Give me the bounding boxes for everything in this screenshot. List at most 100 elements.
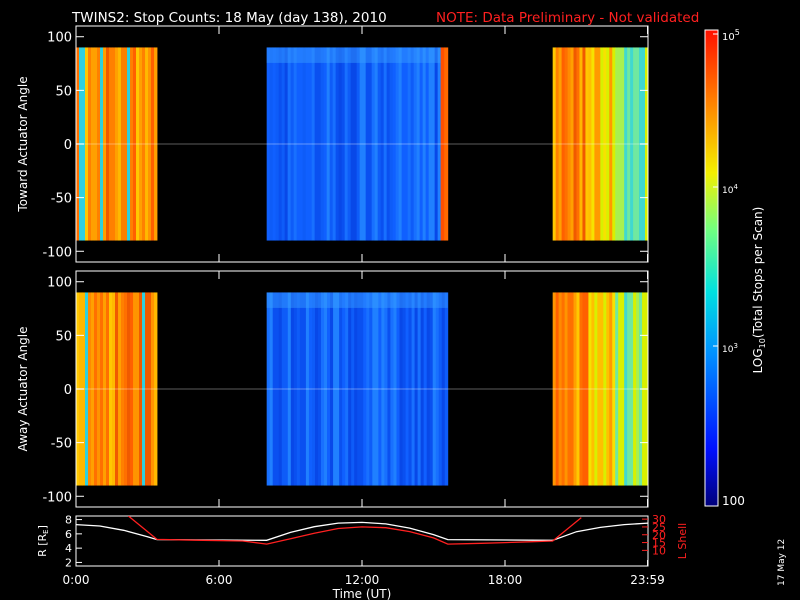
- heatmap-column: [133, 47, 137, 241]
- y-tick-label: 100: [47, 31, 72, 46]
- heatmap-column: [636, 292, 640, 486]
- heatmap-column: [630, 47, 634, 241]
- heatmap-column: [336, 292, 340, 486]
- heatmap-column: [423, 292, 428, 486]
- heatmap-column: [417, 292, 422, 486]
- heatmap-column: [392, 47, 397, 241]
- y-tick-label: -50: [51, 437, 72, 452]
- heatmap-column: [618, 292, 622, 486]
- heatmap-column: [555, 47, 560, 241]
- heatmap-column: [151, 47, 155, 241]
- heatmap-column: [329, 47, 334, 241]
- heatmap-column: [576, 292, 580, 486]
- heatmap-column: [552, 47, 557, 241]
- heatmap-column: [402, 292, 406, 486]
- heatmap-column: [414, 292, 419, 486]
- heatmap-column: [97, 47, 101, 241]
- away-heatmap: [76, 292, 648, 486]
- heatmap-column: [396, 292, 400, 486]
- radius-tick-label: 8: [65, 514, 72, 527]
- heatmap-column: [377, 47, 382, 241]
- heatmap-column: [296, 47, 301, 241]
- l-shell-tick-label: 20: [652, 529, 666, 542]
- heatmap-column: [91, 292, 95, 486]
- away-actuator-panel: 100 50 0 -50 -100 Away Actuator Angle: [16, 270, 649, 508]
- heatmap-column: [281, 47, 286, 241]
- heatmap-column: [585, 47, 589, 241]
- colorbar-label: LOG10(Total Stops per Scan): [751, 207, 767, 374]
- heatmap-column: [407, 47, 412, 241]
- heatmap-column: [341, 47, 346, 241]
- colorbar-min-label: 100: [722, 494, 745, 508]
- heatmap-column: [440, 47, 445, 241]
- heatmap-column: [588, 292, 592, 486]
- heatmap-column: [395, 47, 400, 241]
- heatmap-column: [365, 47, 370, 241]
- heatmap-column: [389, 47, 394, 241]
- radius-tick-label: 6: [65, 528, 72, 541]
- heatmap-column: [85, 292, 89, 486]
- y-tick-label: 0: [64, 138, 72, 153]
- preliminary-note: NOTE: Data Preliminary - Not validated: [436, 10, 699, 26]
- svg-text:104: 104: [722, 183, 738, 196]
- heatmap-column: [561, 292, 565, 486]
- heatmap-column: [428, 47, 433, 241]
- y-tick-label: 50: [55, 329, 72, 344]
- heatmap-column: [588, 47, 592, 241]
- heatmap-column: [552, 292, 557, 486]
- heatmap-column: [269, 47, 274, 241]
- time-tick-label: 0:00: [63, 573, 90, 587]
- heatmap-column: [366, 292, 370, 486]
- heatmap-column: [362, 47, 367, 241]
- heatmap-column: [591, 47, 595, 241]
- heatmap-column: [401, 47, 406, 241]
- heatmap-column: [130, 292, 134, 486]
- heatmap-column: [374, 47, 379, 241]
- heatmap-column: [405, 292, 409, 486]
- heatmap-column: [100, 292, 104, 486]
- heatmap-column: [103, 47, 107, 241]
- heatmap-column: [444, 292, 449, 486]
- heatmap-column: [576, 47, 580, 241]
- heatmap-column: [278, 292, 283, 486]
- heatmap-column: [148, 47, 152, 241]
- heatmap-column: [287, 292, 292, 486]
- heatmap-column: [326, 47, 331, 241]
- heatmap-column: [332, 47, 337, 241]
- heatmap-column: [383, 47, 388, 241]
- y-tick-label: 100: [47, 276, 72, 291]
- heatmap-column: [91, 47, 95, 241]
- heatmap-column: [621, 47, 625, 241]
- heatmap-column: [139, 47, 143, 241]
- heatmap-column: [621, 292, 625, 486]
- heatmap-column: [426, 292, 431, 486]
- heatmap-column: [287, 47, 292, 241]
- heatmap-column: [350, 47, 355, 241]
- away-y-axis-label: Away Actuator Angle: [16, 326, 30, 451]
- heatmap-column: [314, 47, 319, 241]
- heatmap-column: [567, 47, 571, 241]
- heatmap-column: [570, 47, 574, 241]
- heatmap-column: [311, 47, 316, 241]
- heatmap-column: [356, 47, 361, 241]
- heatmap-column: [555, 292, 560, 486]
- heatmap-column: [612, 47, 616, 241]
- heatmap-column: [612, 292, 616, 486]
- time-tick-label: 12:00: [345, 573, 380, 587]
- l-shell-axis-label: L Shell: [676, 523, 689, 559]
- heatmap-column: [564, 292, 568, 486]
- heatmap-column: [594, 47, 598, 241]
- toward-heatmap: [76, 47, 648, 241]
- heatmap-column: [351, 292, 355, 486]
- l-shell-tick-label: 15: [652, 537, 666, 550]
- away-y-ticks: 100 50 0 -50 -100: [42, 271, 649, 507]
- colorbar-tick-1e3: 103: [713, 342, 738, 355]
- heatmap-column: [321, 292, 325, 486]
- heatmap-column: [136, 47, 140, 241]
- heatmap-column: [357, 292, 361, 486]
- heatmap-column: [387, 292, 391, 486]
- heatmap-column: [597, 47, 601, 241]
- radius-tick-label: 2: [65, 556, 72, 569]
- heatmap-column: [429, 292, 434, 486]
- heatmap-column: [618, 47, 622, 241]
